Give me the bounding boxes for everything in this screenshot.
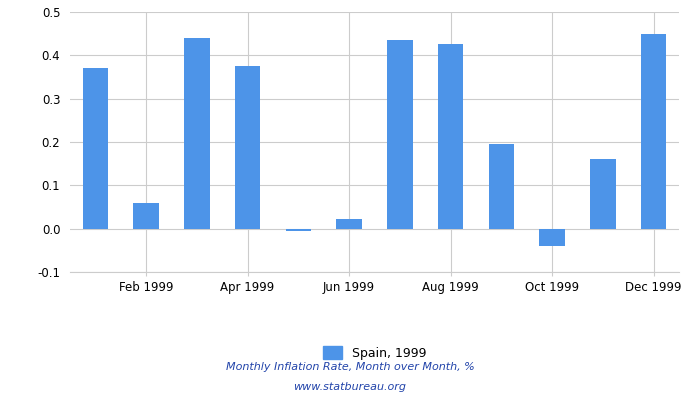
Bar	[337, 219, 362, 229]
Bar	[438, 44, 463, 229]
Text: www.statbureau.org: www.statbureau.org	[293, 382, 407, 392]
Bar	[83, 68, 108, 229]
Bar	[489, 144, 514, 229]
Legend: Spain, 1999: Spain, 1999	[318, 341, 431, 364]
Bar	[235, 66, 260, 229]
Bar	[641, 34, 666, 229]
Bar	[590, 159, 615, 229]
Bar	[286, 229, 311, 231]
Text: Monthly Inflation Rate, Month over Month, %: Monthly Inflation Rate, Month over Month…	[225, 362, 475, 372]
Bar	[387, 40, 412, 229]
Bar	[540, 229, 565, 246]
Bar	[184, 38, 209, 229]
Bar	[134, 203, 159, 229]
